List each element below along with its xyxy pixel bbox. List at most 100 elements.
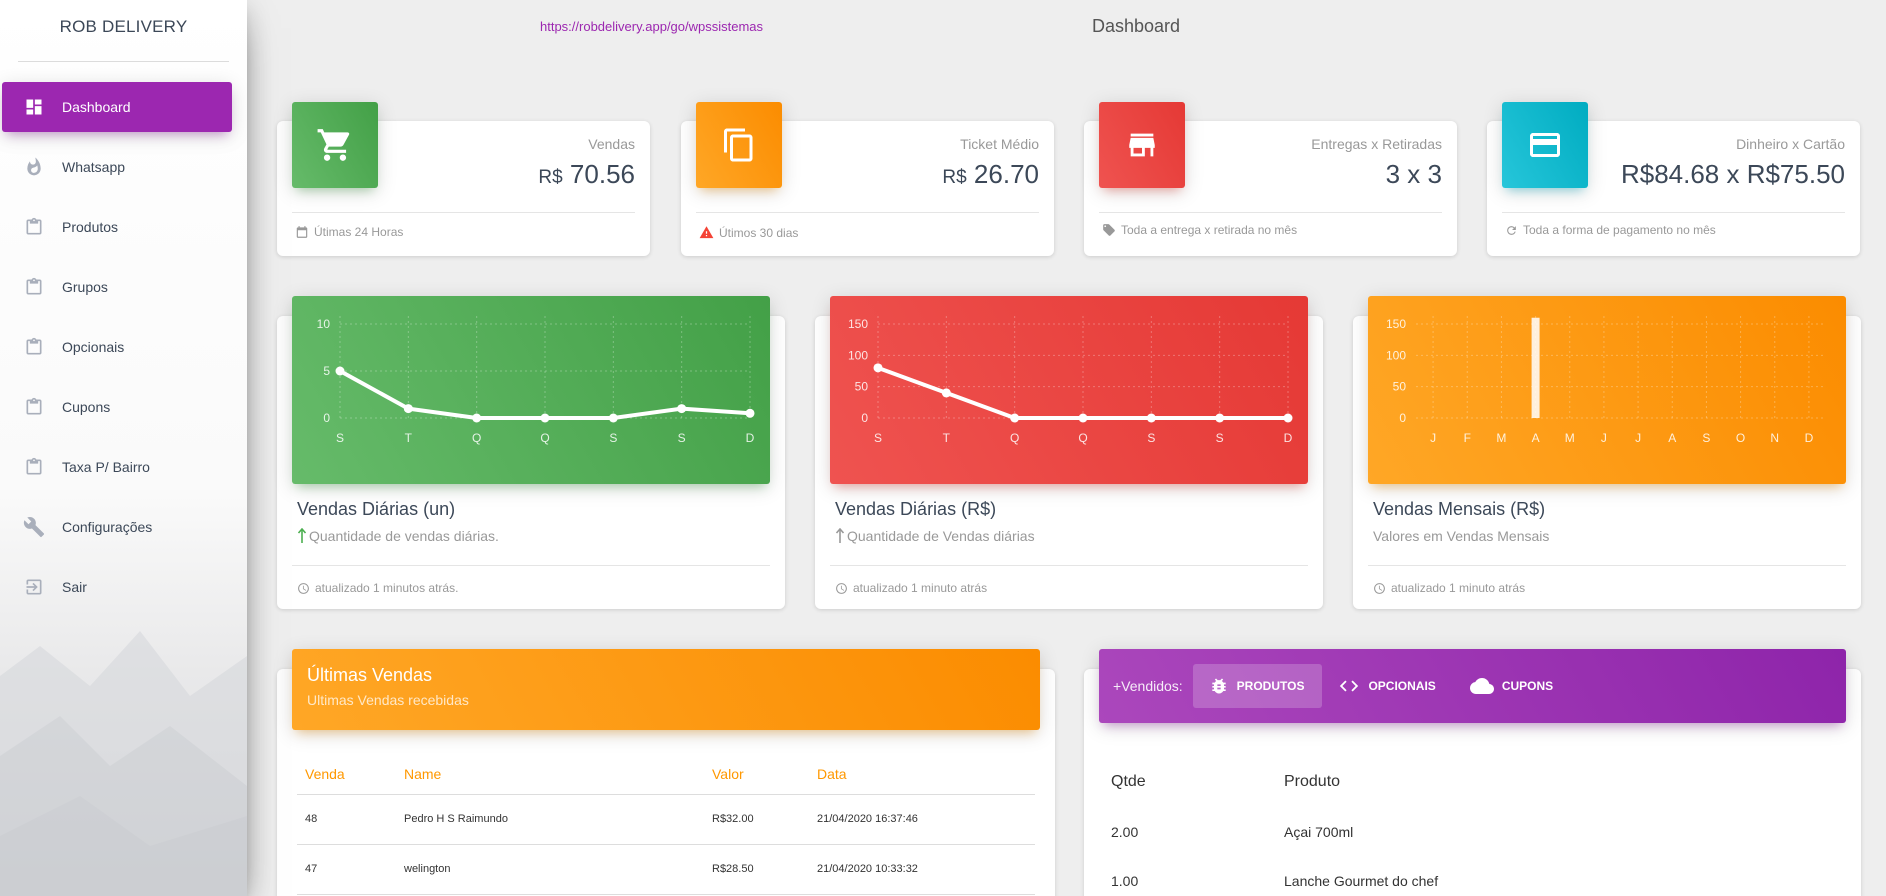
cell-valor: R$28.50: [704, 844, 809, 895]
sidebar-item-dashboard[interactable]: Dashboard: [2, 82, 232, 132]
cloud-icon: [1469, 678, 1494, 694]
divider: [1368, 565, 1846, 566]
mais-vendidos-card: +Vendidos: PRODUTOS OPCIONAIS CUPONS Qtd…: [1084, 649, 1861, 896]
y-tick-label: 50: [855, 380, 869, 394]
tab-cupons[interactable]: CUPONS: [1454, 664, 1571, 708]
clipboard-icon: [22, 335, 46, 359]
table-row[interactable]: 1.00 Lanche Gourmet do chef: [1099, 856, 1846, 896]
stat-footer: Útimos 30 dias: [699, 225, 798, 240]
x-tick-label: J: [1601, 431, 1607, 445]
cell-valor: R$32.00: [704, 794, 809, 845]
stat-value: 3 x 3: [1385, 159, 1442, 189]
sidebar-item-sair[interactable]: Sair: [2, 562, 232, 612]
chart-updated-text: atualizado 1 minutos atrás.: [315, 581, 459, 595]
clipboard-icon: [22, 275, 46, 299]
tag-icon: [1103, 224, 1115, 236]
brand-logo[interactable]: ROB DELIVERY: [0, 0, 247, 62]
x-tick-label: S: [1702, 431, 1710, 445]
sidebar-item-grupos[interactable]: Grupos: [2, 262, 232, 312]
wrench-icon: [22, 515, 46, 539]
tab-opcionais[interactable]: OPCIONAIS: [1322, 664, 1453, 708]
y-tick-label: 150: [1386, 317, 1406, 331]
sidebar-item-produtos[interactable]: Produtos: [2, 202, 232, 252]
ultimas-vendas-card: Últimas Vendas Ultimas Vendas recebidas …: [277, 649, 1055, 896]
sidebar-item-configuracoes[interactable]: Configurações: [2, 502, 232, 552]
chart-footer: atualizado 1 minutos atrás.: [297, 581, 458, 595]
chart-panel: 0 50 100 150 J F M A M J J A S O N D: [1368, 296, 1846, 484]
y-tick-label: 150: [848, 317, 868, 331]
store-url-link[interactable]: https://robdelivery.app/go/wpssistemas: [540, 19, 764, 34]
table-header-row: Qtde Produto: [1099, 757, 1846, 807]
x-tick-label: Q: [472, 431, 481, 445]
stat-card-pagamento: Dinheiro x Cartão R$84.68 x R$75.50 Toda…: [1487, 102, 1860, 256]
sidebar-item-whatsapp[interactable]: Whatsapp: [2, 142, 232, 192]
stat-currency: R$: [942, 167, 967, 188]
tab-produtos[interactable]: PRODUTOS: [1192, 664, 1323, 708]
table-row[interactable]: 48 Pedro H S Raimundo R$32.00 21/04/2020…: [297, 794, 1035, 845]
tab-label: CUPONS: [1501, 679, 1554, 693]
chart-title: Vendas Mensais (R$): [1373, 499, 1546, 519]
warning-icon: [699, 226, 714, 239]
card-title: Últimas Vendas: [307, 665, 433, 685]
copy-icon: [724, 128, 753, 162]
clipboard-icon: [22, 395, 46, 419]
table-row[interactable]: 47 welington R$28.50 21/04/2020 10:33:32: [297, 844, 1035, 895]
chart-panel: 0 50 100 150 S T Q Q S S D: [830, 296, 1308, 484]
chart-description-text: Quantidade de vendas diárias.: [309, 528, 499, 544]
sidebar-item-opcionais[interactable]: Opcionais: [2, 322, 232, 372]
clock-icon: [836, 582, 847, 594]
cell-venda: 48: [297, 794, 396, 845]
divider: [292, 212, 635, 213]
sidebar-item-cupons[interactable]: Cupons: [2, 382, 232, 432]
stat-value: R$ 70.56: [538, 159, 635, 190]
data-point: [540, 413, 550, 423]
x-tick-label: T: [405, 431, 413, 445]
exit-icon: [22, 575, 46, 599]
x-tick-label: D: [1284, 431, 1293, 445]
cell-data: 21/04/2020 16:37:46: [809, 794, 1035, 845]
x-tick-label: S: [1216, 431, 1224, 445]
table-row[interactable]: 2.00 Açai 700ml: [1099, 807, 1846, 856]
stat-badge: [292, 102, 378, 188]
sidebar: ROB DELIVERY Dashboard Whatsapp Produtos…: [0, 0, 247, 896]
cart-icon: [317, 129, 350, 161]
cell-qtde: 1.00: [1111, 872, 1139, 889]
vendas-table: Venda Name Valor Data 48 Pedro H S Raimu…: [297, 754, 1035, 895]
data-point: [745, 408, 755, 418]
credit-card-icon: [1530, 133, 1560, 157]
stat-value: R$ 26.70: [942, 159, 1039, 190]
stat-category: Dinheiro x Cartão: [1736, 136, 1845, 152]
chart-vendas-diarias-rs: 0 50 100 150 S T Q Q S S D: [848, 316, 1293, 445]
data-point: [608, 413, 618, 423]
sidebar-item-taxa-bairro[interactable]: Taxa P/ Bairro: [2, 442, 232, 492]
stat-amount: 26.70: [973, 159, 1039, 189]
data-point: [1146, 413, 1156, 423]
x-tick-label: D: [746, 431, 755, 445]
chart-title: Vendas Diárias (un): [297, 499, 456, 519]
store-icon: [1129, 133, 1155, 157]
table-header-row: Venda Name Valor Data: [297, 754, 1035, 795]
stat-card-vendas: Vendas R$ 70.56 Útimas 24 Horas: [277, 102, 650, 256]
chart-description: Quantidade de Vendas diárias: [835, 528, 1035, 544]
mais-vendidos-tabs: +Vendidos: PRODUTOS OPCIONAIS CUPONS: [1099, 649, 1846, 723]
cell-data: 21/04/2020 10:33:32: [809, 844, 1035, 895]
stat-badge: [1502, 102, 1588, 188]
stat-amount: 70.56: [569, 159, 635, 189]
chart-footer: atualizado 1 minuto atrás: [1373, 581, 1525, 595]
x-tick-label: M: [1565, 431, 1575, 445]
x-tick-label: J: [1635, 431, 1641, 445]
chart-footer: atualizado 1 minuto atrás: [835, 581, 987, 595]
y-tick-label: 0: [1399, 411, 1406, 425]
divider: [1099, 212, 1442, 213]
stat-footer-text: Toda a entrega x retirada no mês: [1121, 223, 1298, 237]
data-point: [472, 413, 482, 423]
data-point: [677, 404, 687, 414]
mais-vendidos-table: Qtde Produto 2.00 Açai 700ml 1.00 Lanche…: [1099, 757, 1846, 896]
bar: [1531, 317, 1540, 418]
clipboard-icon: [22, 215, 46, 239]
data-point: [1283, 413, 1293, 423]
sidebar-item-label: Taxa P/ Bairro: [62, 459, 150, 475]
data-point: [403, 404, 413, 414]
x-tick-label: A: [1668, 431, 1676, 445]
x-tick-label: A: [1532, 431, 1540, 445]
